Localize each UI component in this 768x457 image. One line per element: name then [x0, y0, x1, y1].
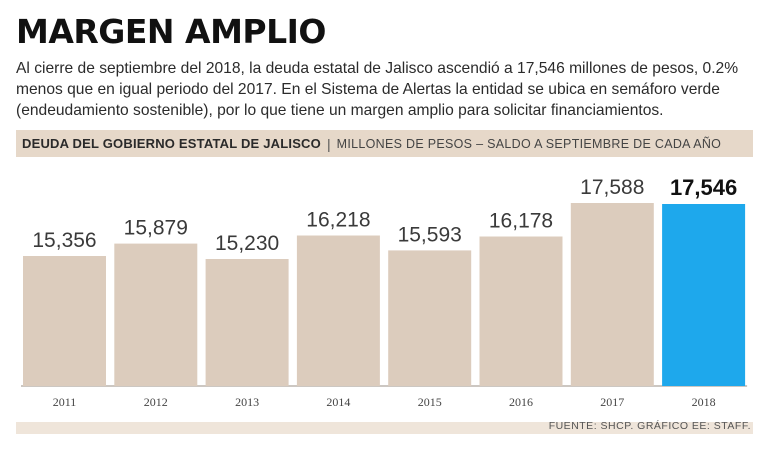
chart-title: DEUDA DEL GOBIERNO ESTATAL DE JALISCO: [22, 136, 321, 151]
bar-2011: [23, 256, 106, 386]
value-label-2011: 15,356: [32, 229, 96, 252]
value-label-2018: 17,546: [670, 175, 737, 200]
bar-2014: [296, 235, 380, 386]
bar-2017: [570, 203, 654, 386]
x-tick-2012: 2012: [144, 395, 168, 409]
x-tick-2016: 2016: [509, 395, 533, 409]
bar-2016: [479, 236, 563, 386]
bar-2012: [114, 243, 198, 386]
value-label-2016: 16,178: [489, 210, 553, 233]
chart-subtitle: MILLONES DE PESOS – SALDO A SEPTIEMBRE D…: [336, 136, 722, 151]
value-label-2015: 15,593: [398, 223, 462, 246]
x-tick-2011: 2011: [53, 395, 77, 409]
x-tick-2014: 2014: [326, 395, 350, 409]
value-label-2014: 16,218: [306, 209, 370, 232]
bar-2013: [205, 259, 289, 386]
value-label-2012: 15,879: [124, 217, 188, 240]
x-tick-2013: 2013: [235, 395, 259, 409]
intro-paragraph: Al cierre de septiembre del 2018, la deu…: [16, 60, 739, 119]
source-credit: FUENTE: SHCP. GRÁFICO EE: STAFF.: [548, 420, 751, 432]
bar-2015: [388, 250, 472, 386]
chart-header: DEUDA DEL GOBIERNO ESTATAL DE JALISCO | …: [16, 130, 753, 157]
chart-header-separator: |: [326, 135, 331, 152]
headline: MARGEN AMPLIO: [16, 12, 326, 51]
x-tick-2015: 2015: [418, 395, 442, 409]
bar-2018: [662, 204, 746, 386]
x-tick-2018: 2018: [692, 395, 716, 409]
value-label-2013: 15,230: [215, 232, 279, 255]
x-tick-2017: 2017: [600, 395, 624, 409]
value-label-2017: 17,588: [580, 176, 644, 199]
footer-strip: [16, 422, 753, 434]
